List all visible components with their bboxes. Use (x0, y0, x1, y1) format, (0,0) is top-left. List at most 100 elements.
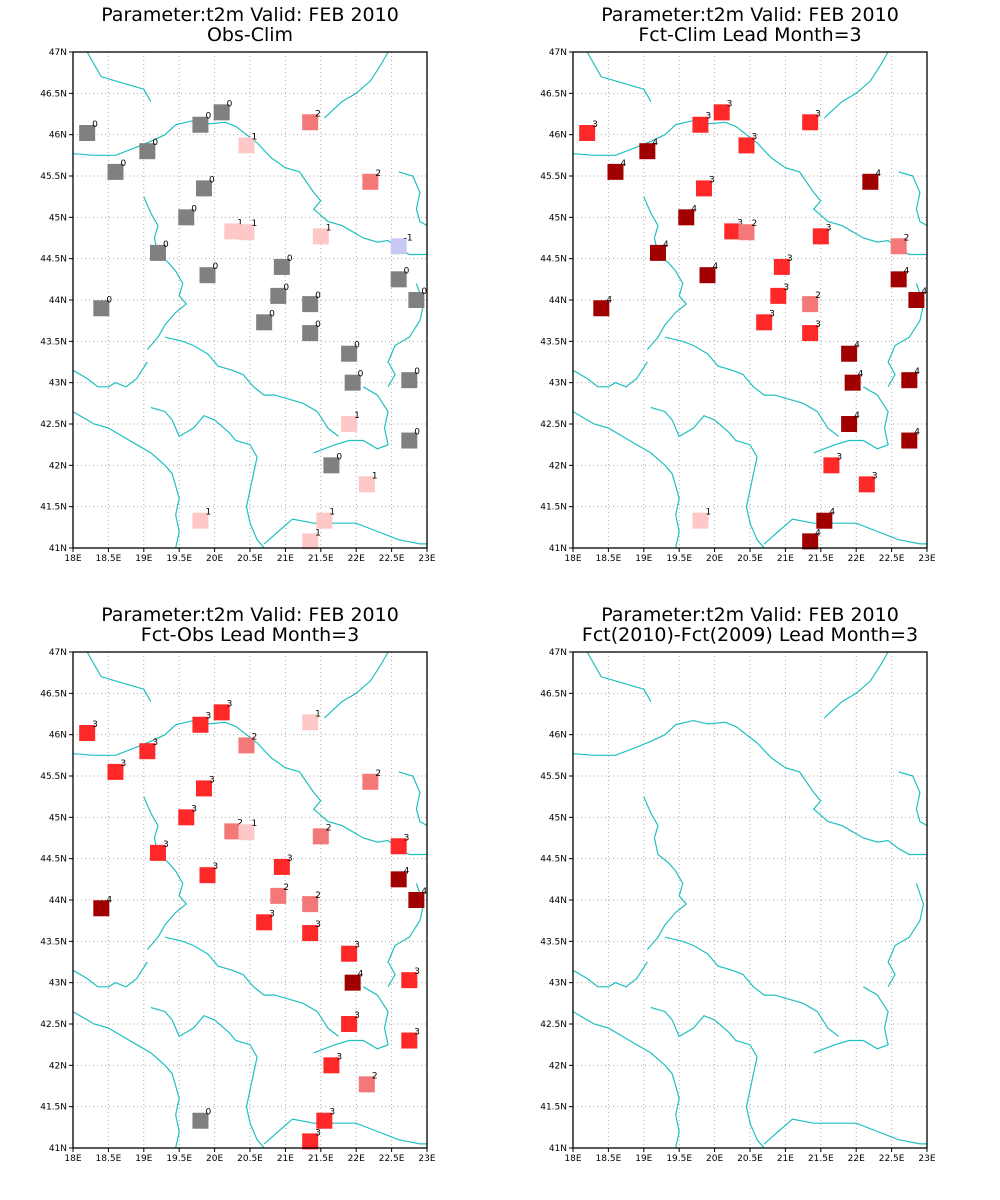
station-value: 0 (205, 112, 211, 122)
station-value: 1 (354, 411, 360, 421)
x-tick-label: 19E (635, 554, 652, 564)
station-value: 0 (358, 370, 364, 380)
station-value: 4 (691, 204, 697, 214)
station-marker (692, 512, 709, 529)
station-marker (302, 714, 319, 731)
y-tick-label: 47N (49, 48, 67, 58)
x-tick-label: 21E (777, 554, 794, 564)
station-value: 0 (227, 99, 233, 109)
station-marker (401, 1032, 418, 1049)
y-tick-label: 46N (549, 731, 567, 741)
station-marker (192, 716, 209, 733)
station-value: 4 (652, 138, 658, 148)
y-tick-label: 41.5N (40, 1103, 67, 1113)
station-value: 0 (336, 452, 342, 462)
x-tick-label: 23E (918, 554, 935, 564)
station-marker (390, 271, 407, 288)
panel-fct-diff: Parameter:t2m Valid: FEB 2010 Fct(2010)-F… (500, 600, 1000, 1200)
station-marker (858, 476, 875, 493)
station-marker (256, 314, 273, 331)
station-value: 3 (120, 759, 126, 769)
station-value: 3 (815, 320, 821, 330)
station-value: 2 (237, 818, 243, 828)
boundary-lines (72, 651, 428, 1149)
station-value: 3 (287, 854, 293, 864)
station-marker (341, 1016, 358, 1032)
station-value: 3 (709, 175, 715, 185)
y-tick-label: 43N (49, 379, 67, 389)
station-marker (358, 1076, 375, 1093)
station-value: 3 (592, 120, 598, 130)
station-value: 2 (251, 732, 257, 742)
station-value: 0 (213, 262, 219, 272)
station-marker (195, 780, 212, 797)
station-marker (841, 416, 858, 432)
boundary-lines (572, 51, 928, 549)
y-tick-label: 41N (49, 1144, 67, 1154)
station-marker (107, 163, 124, 180)
grid-lines (73, 52, 427, 548)
x-tick-label: 20.5E (737, 554, 763, 564)
station-marker (192, 512, 209, 529)
station-value: 4 (921, 287, 927, 297)
station-value: 3 (826, 223, 832, 233)
station-value: 3 (783, 283, 789, 293)
boundary-line (650, 406, 765, 549)
boundary-line (72, 1011, 180, 1149)
station-marker (195, 180, 212, 197)
x-tick-label: 21.5E (308, 554, 334, 564)
station-value: 3 (213, 862, 219, 872)
station-value: 2 (904, 233, 910, 243)
station-marker (302, 325, 319, 342)
panel-fct-clim: Parameter:t2m Valid: FEB 2010 Fct-Clim Le… (500, 0, 1000, 600)
boundary-line (572, 719, 927, 856)
station-value: 3 (315, 1128, 321, 1138)
station-value: 2 (315, 891, 321, 901)
station-value: 1 (251, 219, 257, 229)
station-marker (302, 296, 319, 313)
station-marker (238, 137, 255, 154)
boundary-line (398, 771, 428, 827)
y-tick-label: 46.5N (40, 689, 67, 699)
boundary-line (664, 936, 839, 1037)
station-marker (302, 1133, 319, 1150)
station-value: 0 (106, 295, 112, 305)
station-value: 2 (375, 169, 381, 179)
station-value: 1 (237, 218, 243, 228)
station-marker (341, 945, 358, 962)
boundary-line (572, 361, 648, 388)
x-tick-label: 20E (706, 554, 723, 564)
station-value: 4 (106, 895, 112, 905)
map-title: Parameter:t2m Valid: FEB 2010 (101, 604, 399, 626)
station-value: 4 (404, 866, 410, 876)
boundary-line (898, 771, 928, 827)
station-value: 3 (205, 712, 211, 722)
station-value: 3 (872, 471, 878, 481)
station-marker (358, 476, 375, 493)
station-marker (901, 372, 918, 389)
boundary-line (164, 936, 339, 1037)
station-value: 0 (404, 266, 410, 276)
x-tick-label: 22.5E (379, 554, 405, 564)
x-tick-label: 18E (64, 1154, 81, 1164)
station-marker (390, 238, 407, 255)
station-value: 0 (421, 287, 427, 297)
station-value: 2 (283, 883, 289, 893)
boundary-line (572, 961, 648, 988)
boundary-line (763, 1118, 927, 1145)
station-value: 4 (914, 428, 920, 438)
station-marker (178, 809, 195, 826)
station-value: 3 (336, 1052, 342, 1062)
station-marker (362, 173, 379, 190)
boundary-line (72, 119, 427, 256)
station-marker (844, 374, 861, 391)
station-marker (256, 914, 273, 931)
boundary-line (72, 411, 180, 549)
station-value: 3 (209, 775, 215, 785)
station-marker (79, 125, 96, 142)
station-marker (713, 104, 730, 121)
x-tick-label: 20.5E (737, 1154, 763, 1164)
y-tick-label: 42.5N (40, 1020, 67, 1030)
station-value: 3 (836, 452, 842, 462)
station-marker (224, 223, 241, 240)
